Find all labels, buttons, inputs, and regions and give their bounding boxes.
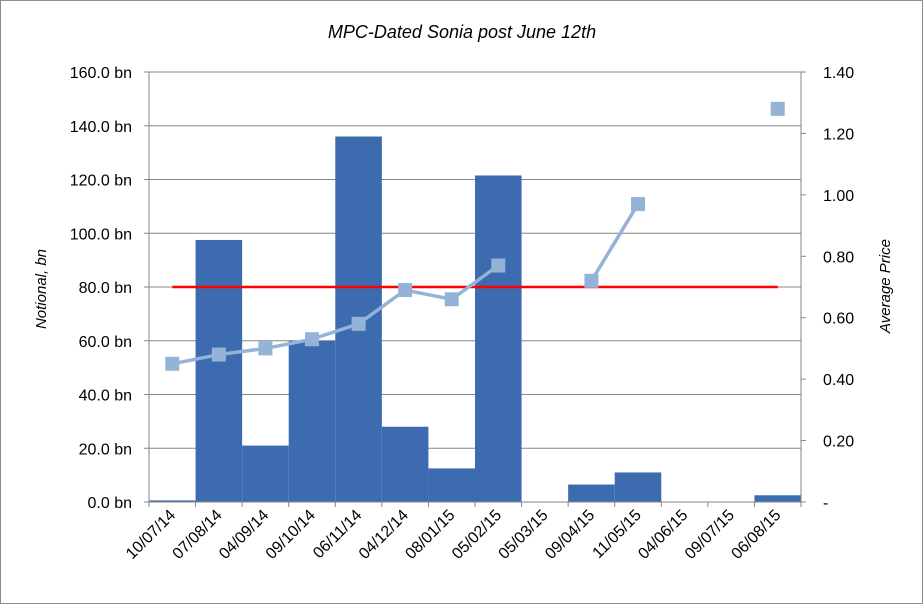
price-marker [258, 341, 273, 356]
x-tick-label: 04/12/14 [356, 507, 412, 563]
x-tick-label: 11/05/15 [590, 507, 645, 562]
x-tick-label: 08/01/15 [402, 507, 458, 563]
x-tick-label: 05/03/15 [496, 507, 552, 563]
price-marker [584, 273, 599, 288]
bar [568, 484, 615, 502]
price-marker [444, 292, 459, 307]
x-tick-label: 07/08/14 [170, 507, 226, 563]
y2-tick-label: 1.20 [823, 126, 854, 143]
y2-tick-label: 1.00 [823, 188, 854, 205]
x-tick-label: 05/02/15 [449, 507, 505, 563]
y2-tick-label: - [823, 495, 828, 512]
x-tick-label: 04/06/15 [635, 507, 691, 563]
bar [381, 426, 429, 502]
price-line-segment [171, 264, 500, 366]
price-marker [211, 347, 226, 362]
x-axis-ticks: 10/07/1407/08/1404/09/1409/10/1406/11/14… [123, 502, 802, 563]
bar [288, 340, 336, 502]
y-tick-label: 160.0 bn [70, 65, 132, 82]
x-tick-label: 06/11/14 [310, 507, 365, 562]
price-line-segment [589, 203, 640, 282]
bar [754, 495, 801, 502]
y-tick-label: 0.0 bn [88, 495, 132, 512]
y2-axis-ticks: - 0.20 0.40 0.60 0.80 1.00 1.20 1.40 [801, 65, 854, 512]
y2-tick-label: 0.20 [823, 434, 854, 451]
price-marker [770, 101, 785, 116]
price-marker [165, 356, 180, 371]
x-tick-label: 09/07/15 [682, 507, 738, 563]
y-tick-label: 40.0 bn [79, 388, 132, 405]
bar [242, 445, 289, 502]
bar [195, 239, 243, 502]
price-marker [351, 316, 366, 331]
y-tick-label: 80.0 bn [79, 280, 132, 297]
y2-tick-label: 0.80 [823, 249, 854, 266]
bar [475, 175, 522, 502]
bar [428, 468, 475, 502]
price-marker [631, 197, 645, 212]
price-marker [398, 283, 413, 298]
y2-axis-title: Average Price [877, 239, 894, 334]
y-tick-label: 60.0 bn [79, 334, 132, 351]
bar [614, 472, 662, 502]
x-tick-label: 09/04/15 [542, 507, 598, 563]
y-tick-label: 100.0 bn [70, 226, 132, 243]
y2-tick-label: 0.60 [823, 311, 854, 328]
y-axis-ticks: 0.0 bn 20.0 bn 40.0 bn 60.0 bn 80.0 bn 100.0 … [70, 65, 149, 512]
price-marker [305, 332, 319, 347]
price-marker [491, 258, 506, 273]
x-tick-label: 06/08/15 [728, 507, 784, 563]
y2-tick-label: 1.40 [823, 65, 854, 82]
y2-tick-label: 0.40 [823, 372, 854, 389]
x-tick-label: 10/07/14 [123, 507, 179, 563]
bar [149, 500, 196, 502]
bar-series [149, 136, 801, 502]
chart-title: MPC-Dated Sonia post June 12th [328, 22, 596, 42]
y-axis-title: Notional, bn [33, 249, 50, 329]
x-tick-label: 09/10/14 [263, 507, 319, 563]
x-tick-label: 04/09/14 [216, 507, 272, 563]
price-series [165, 101, 785, 371]
y-tick-label: 140.0 bn [70, 119, 132, 136]
y-tick-label: 20.0 bn [79, 441, 132, 458]
y-tick-label: 120.0 bn [70, 173, 132, 190]
